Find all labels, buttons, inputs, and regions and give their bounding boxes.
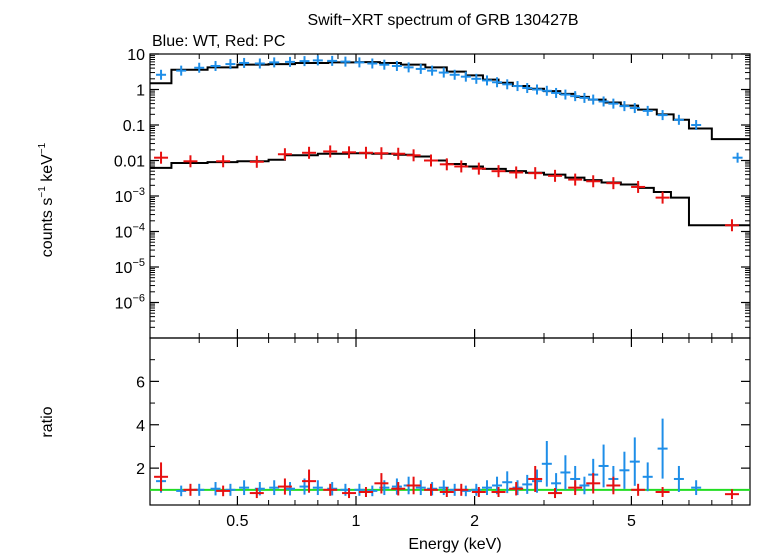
- x-tick-label: 5: [627, 513, 636, 530]
- y-tick-label: 10−6: [115, 293, 145, 313]
- ylabel-sup2: −1: [37, 142, 48, 154]
- chart-subtitle: Blue: WT, Red: PC: [152, 33, 285, 50]
- y-tick-label: 10−4: [115, 222, 145, 242]
- ratio-y-tick-label: 4: [136, 418, 145, 435]
- y-tick-label: 1: [136, 83, 145, 100]
- ylabel-sup1: −1: [37, 186, 48, 198]
- ylabel-base: counts s: [39, 198, 56, 258]
- chart-title: Swift−XRT spectrum of GRB 130427B: [307, 12, 578, 29]
- top-plot-frame: [149, 53, 751, 339]
- y-tick-label: 0.01: [114, 154, 145, 171]
- x-tick-label: 1: [352, 513, 361, 530]
- top-y-axis-label: counts s−1 keV−1: [37, 142, 56, 257]
- x-tick-label: 0.5: [226, 513, 248, 530]
- bottom-plot-frame: [149, 337, 751, 506]
- y-tick-label: 10: [127, 47, 145, 64]
- bottom-y-axis-label: ratio: [39, 406, 56, 437]
- spectrum-panel: 10 1 0.1 0.01 10−3 10−4 10−5 10−6: [114, 47, 751, 339]
- ylabel-mid: keV: [39, 154, 56, 186]
- ratio-y-tick-label: 2: [136, 461, 145, 478]
- y-tick-label: 10−5: [115, 257, 145, 277]
- y-tick-label: 10−3: [115, 186, 145, 206]
- ratio-panel: 0.5 1 2 5 2 4 6: [136, 337, 751, 530]
- y-tick-label: 0.1: [123, 118, 145, 135]
- model-step-line-1: [150, 61, 750, 141]
- model-step-line-2: [150, 152, 750, 227]
- ratio-y-tick-label: 6: [136, 374, 145, 391]
- x-tick-label: 2: [470, 513, 479, 530]
- x-axis-label: Energy (keV): [408, 536, 501, 553]
